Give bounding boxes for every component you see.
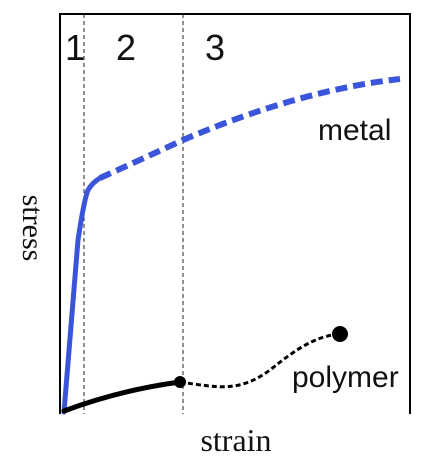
metal-curve-elastic <box>61 175 103 415</box>
polymer-label: polymer <box>292 361 399 394</box>
region-label-2: 2 <box>116 27 136 68</box>
plot-frame <box>59 13 411 414</box>
y-axis-title: stress <box>16 195 49 262</box>
region-label-1: 1 <box>65 27 85 68</box>
polymer-break-point <box>332 326 348 342</box>
region-label-3: 3 <box>205 27 225 68</box>
x-axis-title: strain <box>200 422 271 458</box>
polymer-yield-point <box>174 376 186 388</box>
metal-label: metal <box>318 114 391 147</box>
polymer-curve-solid <box>61 379 183 414</box>
